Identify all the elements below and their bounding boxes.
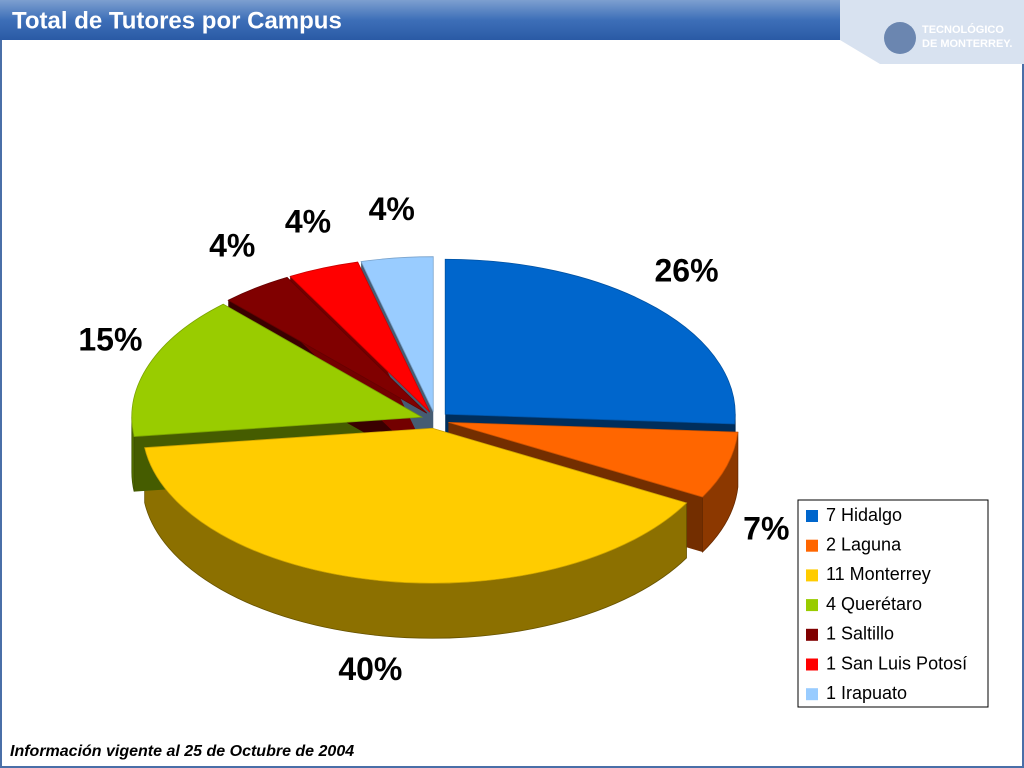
legend-swatch <box>806 688 818 701</box>
legend-label: 11 Monterrey <box>826 564 931 584</box>
legend-swatch <box>806 599 818 612</box>
legend-label: 1 Saltillo <box>826 624 894 644</box>
legend-label: 4 Querétaro <box>826 594 922 614</box>
slice <box>360 256 434 412</box>
slice <box>448 421 739 498</box>
data-label: 26% <box>654 253 718 289</box>
data-label: 4% <box>285 203 331 239</box>
logo-text: TECNOLÓGICO <box>922 23 1004 36</box>
header-bar <box>0 0 840 40</box>
slice <box>227 276 428 414</box>
legend-label: 7 Hidalgo <box>826 505 902 525</box>
legend-label: 1 Irapuato <box>826 683 907 703</box>
pie: 26% 7% 40% 15% 4% 4% 4% <box>78 191 789 687</box>
legend-label: 1 San Luis Potosí <box>826 653 967 673</box>
slice <box>131 303 424 438</box>
data-label: 4% <box>209 228 255 264</box>
logo-text: DE MONTERREY. <box>922 38 1012 50</box>
legend-label: 2 Laguna <box>826 534 902 554</box>
legend-swatch <box>806 539 818 552</box>
slice <box>289 261 431 413</box>
footer-note: Información vigente al 25 de Octubre de … <box>10 743 354 760</box>
data-label: 15% <box>78 322 142 358</box>
title: Total de Tutores por Campus <box>12 7 342 34</box>
data-label: 4% <box>369 191 415 227</box>
legend-box <box>797 499 989 708</box>
legend-swatch <box>806 628 818 641</box>
slice <box>144 427 688 584</box>
data-label: 40% <box>338 651 402 687</box>
slice <box>444 258 736 425</box>
logo-emblem <box>884 22 916 54</box>
legend-swatch <box>806 569 818 582</box>
legend-swatch <box>806 510 818 522</box>
legend-swatch <box>806 658 818 671</box>
data-label: 7% <box>743 510 789 546</box>
